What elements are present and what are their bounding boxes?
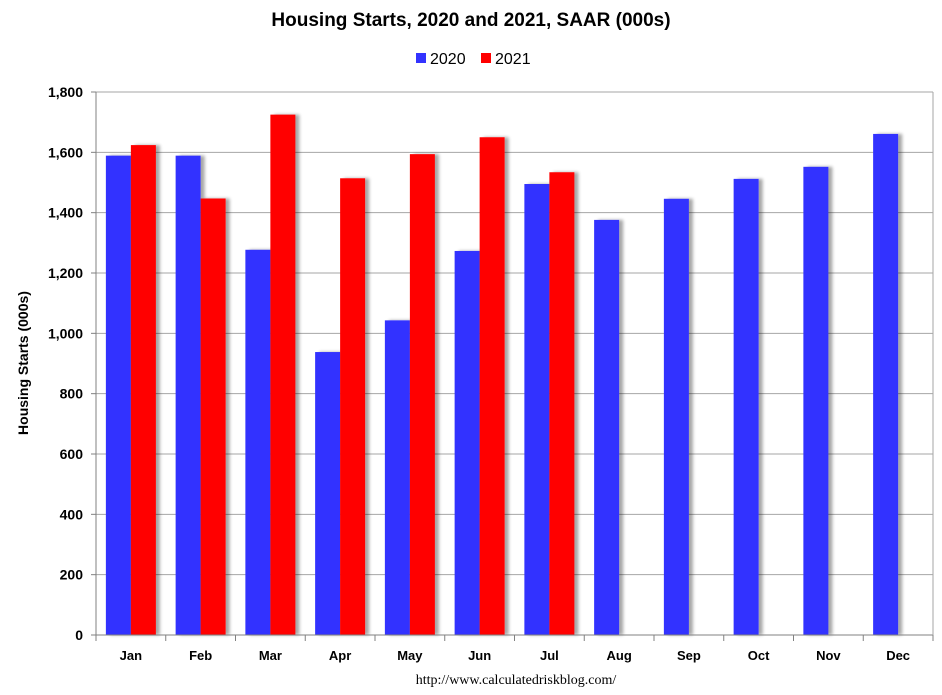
x-tick-label: Apr <box>329 648 351 663</box>
y-tick-label: 1,800 <box>48 84 83 100</box>
bar-2020-apr <box>315 352 341 635</box>
y-axis-label: Housing Starts (000s) <box>15 291 31 435</box>
x-tick-label: Feb <box>189 648 212 663</box>
gridlines <box>96 91 933 576</box>
y-tick-label: 0 <box>75 627 83 643</box>
x-tick-label: Jan <box>120 648 142 663</box>
y-tick-label: 1,000 <box>48 325 83 341</box>
bar-2020-feb <box>175 155 201 635</box>
bar-2021-feb <box>200 198 226 635</box>
source-caption: http://www.calculatedriskblog.com/ <box>416 673 617 688</box>
y-tick-label: 1,600 <box>48 144 83 160</box>
bar-2020-nov <box>803 166 829 635</box>
bar-2020-sep <box>663 198 689 636</box>
x-tick-label: Nov <box>816 648 841 663</box>
bar-2021-jun <box>479 137 505 635</box>
bars <box>105 114 899 636</box>
legend-label-2020: 2020 <box>430 51 466 68</box>
x-tick-label: May <box>397 648 423 663</box>
x-tick-label: Dec <box>886 648 910 663</box>
bar-2020-jan <box>105 155 131 635</box>
x-tick-label: Oct <box>748 648 770 663</box>
legend: 2020 2021 <box>416 51 531 68</box>
bar-2021-apr <box>340 178 366 635</box>
y-axis-ticks: 0 200 400 600 800 1,000 1,200 1,400 1,600 1,800 <box>48 84 96 643</box>
bar-2020-mar <box>245 249 271 635</box>
chart-title: Housing Starts, 2020 and 2021, SAAR (000… <box>271 10 670 31</box>
bar-2021-may <box>409 154 435 636</box>
x-tick-label: Jul <box>540 648 559 663</box>
bar-2020-aug <box>594 219 620 635</box>
legend-swatch-2021 <box>481 53 491 63</box>
bar-2021-mar <box>270 114 296 635</box>
bar-2021-jan <box>130 145 156 636</box>
y-tick-label: 800 <box>60 386 84 402</box>
y-tick-label: 400 <box>60 506 84 522</box>
x-tick-label: Aug <box>606 648 631 663</box>
y-tick-label: 1,200 <box>48 265 83 281</box>
y-tick-label: 600 <box>60 446 84 462</box>
x-tick-label: Jun <box>468 648 491 663</box>
x-tick-label: Sep <box>677 648 701 663</box>
bar-2020-jul <box>524 184 550 635</box>
x-tick-label: Mar <box>259 648 282 663</box>
y-tick-label: 200 <box>60 567 84 583</box>
bar-2021-jul <box>549 172 575 635</box>
legend-label-2021: 2021 <box>495 51 531 68</box>
bar-2020-jun <box>454 250 480 635</box>
x-axis-ticks: Jan Feb Mar Apr May Jun Jul Aug Sep Oct Nov Dec <box>95 635 934 663</box>
y-tick-label: 1,400 <box>48 205 83 221</box>
bar-2020-may <box>384 320 410 635</box>
bar-2020-oct <box>733 178 759 635</box>
bar-2020-dec <box>873 133 899 635</box>
legend-swatch-2020 <box>416 53 426 63</box>
